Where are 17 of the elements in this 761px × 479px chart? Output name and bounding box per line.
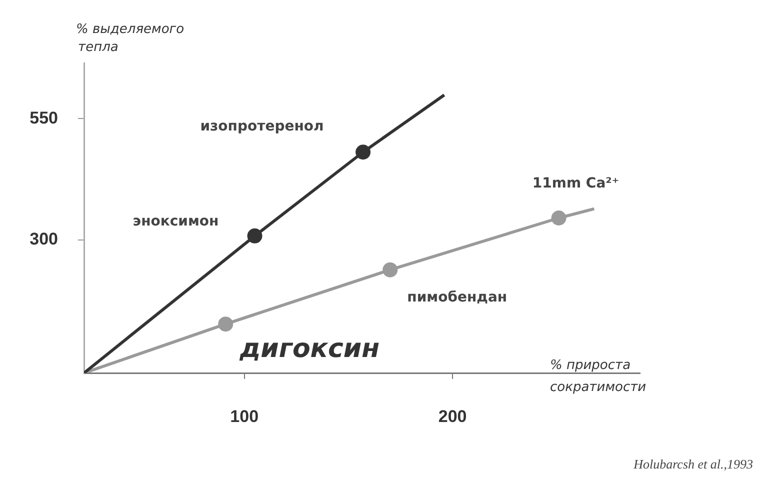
point (551, 210, 566, 226)
point (218, 316, 234, 332)
y-axis-title: % выделяемого тепла (76, 22, 184, 55)
text: Holubarcsh et al.,1993 (632, 456, 754, 472)
annotation: эноксимон (132, 214, 219, 230)
point (382, 262, 398, 278)
annotation: дигоксин (238, 334, 380, 364)
annotation: пимобендан (407, 289, 508, 306)
y-tick-label: 300 (30, 229, 58, 248)
x-tick-label: 100 (230, 406, 259, 426)
point (247, 228, 262, 244)
y-tick-label: 550 (30, 108, 58, 128)
annotation: 11mm Ca²⁺ (532, 176, 620, 192)
x-axis-title: % прироста сократимости (550, 358, 646, 395)
annotation: изопротеренол (200, 118, 324, 135)
x-tick-label: 200 (438, 406, 467, 426)
point (356, 144, 371, 160)
